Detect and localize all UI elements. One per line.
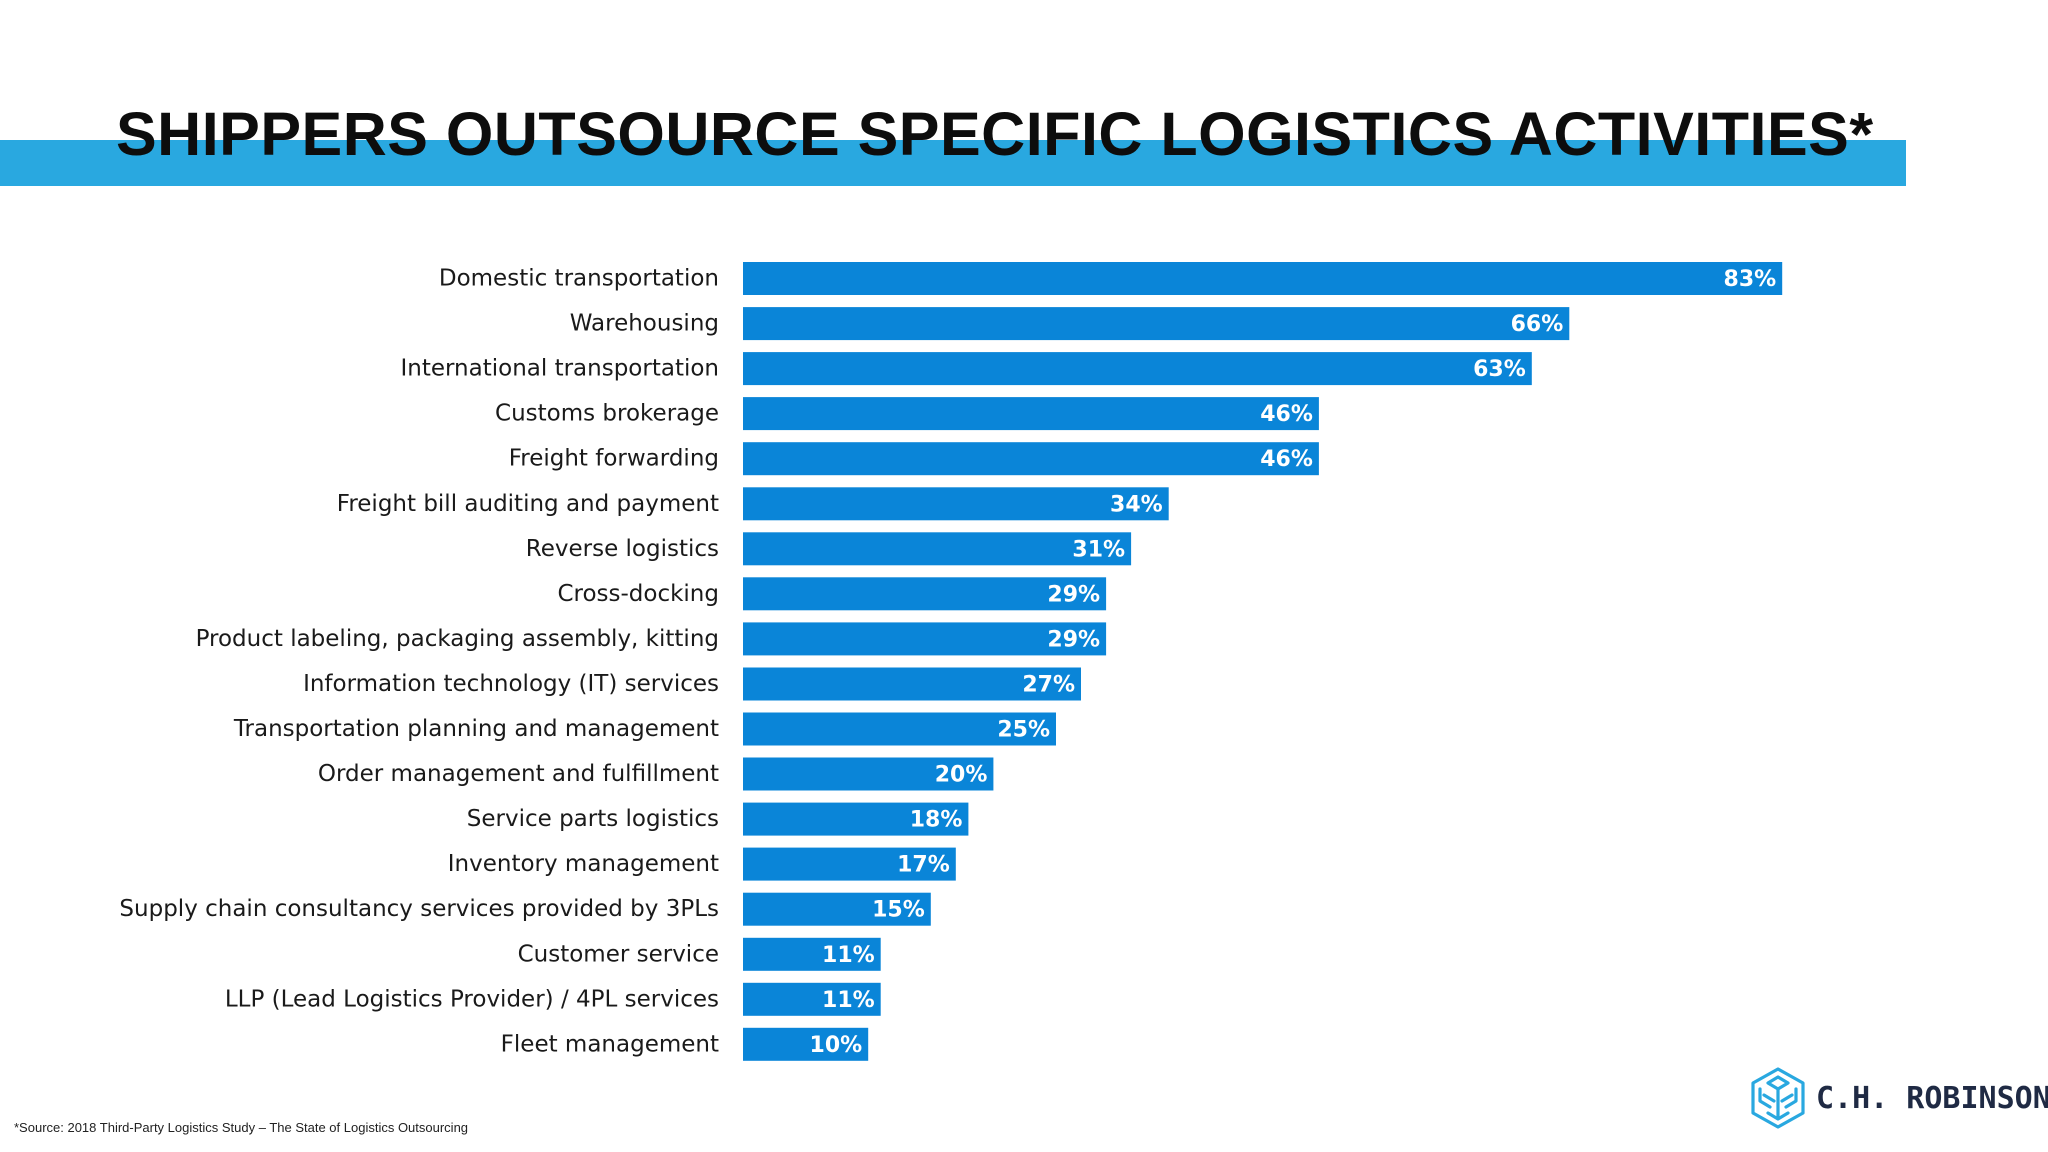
category-label: Fleet management bbox=[501, 1031, 719, 1057]
company-logo: C.H. ROBINSON bbox=[1750, 1066, 2048, 1130]
category-label: Supply chain consultancy services provid… bbox=[119, 896, 719, 922]
bar-17 bbox=[743, 982, 881, 1016]
value-label: 11% bbox=[822, 988, 875, 1013]
source-footnote: *Source: 2018 Third-Party Logistics Stud… bbox=[14, 1120, 469, 1135]
category-label: Service parts logistics bbox=[467, 806, 719, 832]
value-label: 63% bbox=[1473, 357, 1526, 382]
value-label: 29% bbox=[1047, 627, 1100, 652]
category-label: Customer service bbox=[518, 941, 719, 967]
bar-10 bbox=[743, 667, 1081, 701]
category-label: Information technology (IT) services bbox=[303, 671, 719, 697]
category-label: Transportation planning and management bbox=[233, 716, 719, 742]
value-label: 29% bbox=[1047, 582, 1100, 607]
category-label: Order management and fulfillment bbox=[318, 761, 719, 787]
value-label: 27% bbox=[1022, 673, 1075, 698]
bar-11 bbox=[743, 712, 1056, 746]
value-label: 31% bbox=[1072, 537, 1125, 562]
bar-7 bbox=[743, 532, 1132, 566]
title-band bbox=[0, 140, 1906, 186]
category-label: International transportation bbox=[400, 356, 719, 382]
value-label: 18% bbox=[910, 808, 963, 833]
cube-snowflake-icon bbox=[1751, 1067, 1805, 1129]
value-label: 17% bbox=[897, 853, 950, 878]
value-label: 25% bbox=[997, 718, 1050, 743]
category-label: Cross-docking bbox=[557, 581, 719, 607]
category-label: Freight forwarding bbox=[509, 446, 719, 472]
bar-4 bbox=[743, 397, 1319, 431]
value-label: 66% bbox=[1511, 312, 1564, 337]
bar-18 bbox=[743, 1027, 869, 1061]
category-label: Product labeling, packaging assembly, ki… bbox=[196, 626, 719, 652]
bar-13 bbox=[743, 802, 969, 836]
category-label: LLP (Lead Logistics Provider) / 4PL serv… bbox=[225, 986, 719, 1012]
category-label: Reverse logistics bbox=[526, 536, 719, 562]
bar-8 bbox=[743, 577, 1107, 611]
bar-16 bbox=[743, 937, 881, 971]
bar-5 bbox=[743, 442, 1319, 476]
category-label: Warehousing bbox=[570, 311, 719, 337]
bar-12 bbox=[743, 757, 994, 791]
category-label: Inventory management bbox=[448, 851, 719, 877]
category-label: Domestic transportation bbox=[439, 266, 719, 292]
bar-2 bbox=[743, 307, 1570, 341]
bar-15 bbox=[743, 892, 931, 926]
value-label: 10% bbox=[810, 1033, 863, 1058]
bar-9 bbox=[743, 622, 1107, 656]
bar-14 bbox=[743, 847, 956, 881]
value-label: 11% bbox=[822, 943, 875, 968]
category-label: Freight bill auditing and payment bbox=[337, 491, 719, 517]
value-label: 20% bbox=[935, 763, 988, 788]
bar-3 bbox=[743, 352, 1532, 386]
value-label: 15% bbox=[872, 898, 925, 923]
value-label: 46% bbox=[1260, 402, 1313, 427]
company-name: C.H. ROBINSON bbox=[1816, 1080, 2048, 1116]
value-label: 34% bbox=[1110, 492, 1163, 517]
bar-1 bbox=[743, 262, 1783, 295]
value-label: 83% bbox=[1724, 267, 1777, 292]
bar-6 bbox=[743, 487, 1169, 521]
category-label: Customs brokerage bbox=[495, 401, 719, 427]
page-title: SHIPPERS OUTSOURCE SPECIFIC LOGISTICS AC… bbox=[116, 100, 1874, 168]
value-label: 46% bbox=[1260, 447, 1313, 472]
